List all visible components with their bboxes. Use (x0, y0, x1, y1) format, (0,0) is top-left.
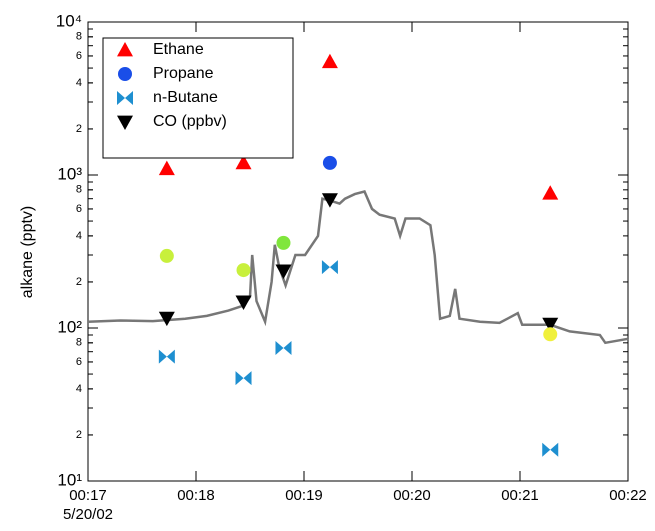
legend-label: Propane (153, 65, 214, 82)
x-tick-label: 00:20 (393, 487, 431, 504)
point (235, 371, 252, 386)
point (235, 154, 252, 170)
legend-marker (117, 42, 133, 57)
x-tick-label: 00:21 (501, 487, 539, 504)
y-tick-label: 10⁴ (56, 11, 82, 30)
x-tick-label: 00:18 (177, 487, 215, 504)
point (158, 349, 175, 364)
y-minor-tick-label: 8 (76, 184, 82, 196)
y-tick-label: 10² (57, 317, 82, 336)
x-tick-label: 00:19 (285, 487, 323, 504)
point (321, 53, 338, 69)
y-tick-label: 10³ (57, 164, 82, 183)
plot-frame (87, 21, 629, 482)
y-tick-label: 10¹ (57, 470, 82, 489)
x-tick-label: 00:17 (69, 487, 107, 504)
point (158, 311, 175, 327)
y-minor-tick-label: 8 (76, 337, 82, 349)
legend-marker (117, 115, 133, 130)
point (159, 248, 174, 263)
point (542, 442, 559, 457)
y-minor-tick-label: 8 (76, 31, 82, 43)
point (321, 193, 338, 208)
date-label: 5/20/02 (63, 506, 113, 523)
point (235, 295, 252, 310)
legend-box (102, 37, 294, 159)
legend-label: n-Butane (153, 89, 218, 106)
y-minor-tick-label: 6 (76, 356, 82, 368)
point (542, 317, 559, 333)
point (543, 327, 558, 342)
point (236, 263, 251, 278)
point (321, 260, 338, 275)
y-minor-tick-label: 2 (76, 123, 82, 135)
point (275, 264, 292, 279)
y-minor-tick-label: 4 (76, 230, 82, 242)
point (542, 185, 559, 200)
x-tick-label: 00:22 (609, 487, 647, 504)
point (276, 235, 291, 250)
trace-line (87, 190, 629, 345)
y-minor-tick-label: 6 (76, 203, 82, 215)
legend-label: Ethane (153, 41, 204, 58)
y-minor-tick-label: 2 (76, 429, 82, 441)
y-minor-tick-label: 4 (76, 77, 82, 89)
legend: Ethane Propane n-Butane CO (ppbv) (102, 37, 294, 159)
point (158, 160, 175, 176)
legend-label: CO (ppbv) (153, 113, 227, 130)
point (275, 341, 292, 356)
y-minor-tick-label: 6 (76, 50, 82, 62)
y-axis-label: alkane (pptv) (19, 206, 36, 299)
point (322, 155, 337, 170)
legend-marker (117, 91, 133, 105)
legend-marker (118, 67, 132, 81)
y-minor-tick-label: 2 (76, 276, 82, 288)
y-minor-tick-label: 4 (76, 383, 82, 395)
